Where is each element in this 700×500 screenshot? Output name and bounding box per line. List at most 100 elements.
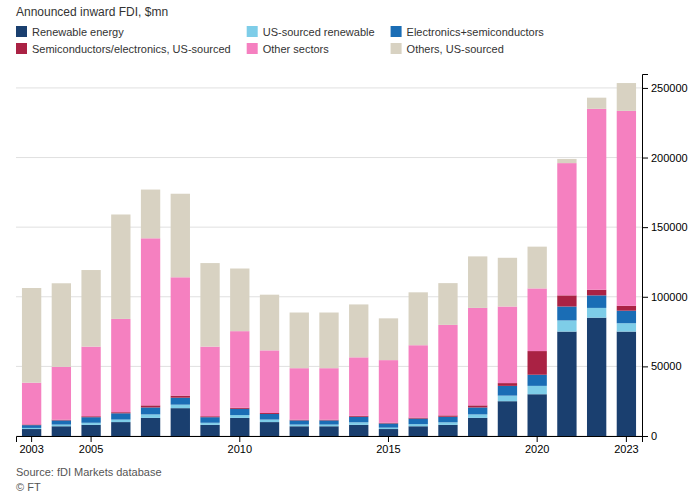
x-tick-label: 2015 — [376, 443, 400, 455]
bar — [409, 419, 428, 425]
bar — [438, 417, 457, 423]
bar — [379, 318, 398, 360]
bar — [52, 283, 71, 367]
bar — [290, 368, 309, 420]
bar — [111, 422, 130, 436]
bar — [528, 351, 547, 375]
bar — [498, 396, 517, 402]
bar-series — [22, 83, 636, 383]
y-tick-mark — [642, 227, 648, 228]
bar — [587, 318, 606, 436]
grid — [16, 88, 642, 436]
bar — [617, 306, 636, 311]
bar — [52, 425, 71, 427]
bar — [557, 159, 576, 163]
bar — [230, 418, 249, 436]
bar — [260, 295, 279, 351]
bars — [22, 83, 636, 436]
bar — [379, 360, 398, 423]
bar — [81, 270, 100, 347]
legend-item: Others, US-sourced — [391, 43, 504, 55]
bar — [349, 417, 368, 423]
bar — [52, 420, 71, 424]
legend-item: Semiconductors/electronics, US-sourced — [16, 43, 231, 55]
bar — [319, 425, 338, 427]
y-tick-mark — [642, 366, 648, 367]
bar — [379, 428, 398, 429]
y-tick-mark — [642, 158, 648, 159]
bar — [171, 277, 190, 395]
y-tick-label: 0 — [651, 430, 657, 442]
legend-swatch — [247, 26, 258, 37]
chart: 2003200520102015202020230500001000001500… — [0, 0, 700, 500]
bar — [171, 405, 190, 408]
annotation: © FT — [16, 481, 41, 493]
x-tick: 2003 — [19, 436, 43, 455]
bar — [230, 409, 249, 415]
legend-swatch — [391, 26, 402, 37]
x-tick-mark — [626, 436, 627, 442]
bar — [230, 415, 249, 418]
legend-item: US-sourced renewable — [247, 26, 375, 38]
bar — [409, 426, 428, 436]
x-tick: 2005 — [79, 436, 103, 455]
bar — [468, 418, 487, 436]
bar — [22, 383, 41, 425]
x-tick-mark — [91, 436, 92, 442]
bar — [319, 313, 338, 369]
bar — [617, 311, 636, 324]
bar — [498, 383, 517, 386]
plot: 2003200520102015202020230500001000001500… — [16, 75, 688, 455]
x-axis-line — [17, 437, 643, 443]
bar — [349, 425, 368, 436]
bar — [617, 83, 636, 111]
bar — [528, 386, 547, 394]
bar — [349, 304, 368, 357]
bar — [200, 263, 219, 347]
bar — [111, 214, 130, 318]
bar — [498, 307, 517, 384]
legend-swatch — [16, 26, 27, 37]
bar — [438, 325, 457, 416]
y-tick-mark — [642, 436, 648, 437]
bar — [171, 194, 190, 278]
x-tick-label: 2020 — [525, 443, 549, 455]
bar — [260, 350, 279, 413]
y-tick-label: 150000 — [651, 221, 688, 233]
y-tick-label: 100000 — [651, 291, 688, 303]
bar — [22, 425, 41, 428]
x-tick-mark — [31, 436, 32, 442]
bar — [200, 417, 219, 423]
bar — [81, 347, 100, 417]
y-tick-label: 250000 — [651, 82, 688, 94]
bar — [81, 417, 100, 423]
bar — [528, 394, 547, 436]
bar — [379, 429, 398, 436]
grid-line — [16, 296, 642, 297]
bar — [141, 190, 160, 239]
y-axis-line — [643, 75, 649, 437]
x-tick: 2020 — [525, 436, 549, 455]
bar — [141, 418, 160, 436]
bar — [587, 290, 606, 296]
x-tick-label: 2023 — [614, 443, 638, 455]
bar — [498, 401, 517, 436]
legend-swatch — [16, 43, 27, 54]
bar — [379, 423, 398, 427]
bar — [409, 424, 428, 426]
bar — [260, 414, 279, 420]
y-tick: 50000 — [642, 360, 682, 372]
bar — [111, 319, 130, 412]
bar — [528, 247, 547, 289]
bar — [587, 98, 606, 109]
bar — [557, 307, 576, 321]
bar — [290, 313, 309, 369]
y-tick: 150000 — [642, 221, 688, 233]
bar — [141, 405, 160, 407]
legend-swatch — [247, 43, 258, 54]
bar — [141, 407, 160, 414]
bar — [290, 425, 309, 427]
bar — [498, 258, 517, 307]
bar — [200, 425, 219, 436]
bar — [587, 109, 606, 290]
